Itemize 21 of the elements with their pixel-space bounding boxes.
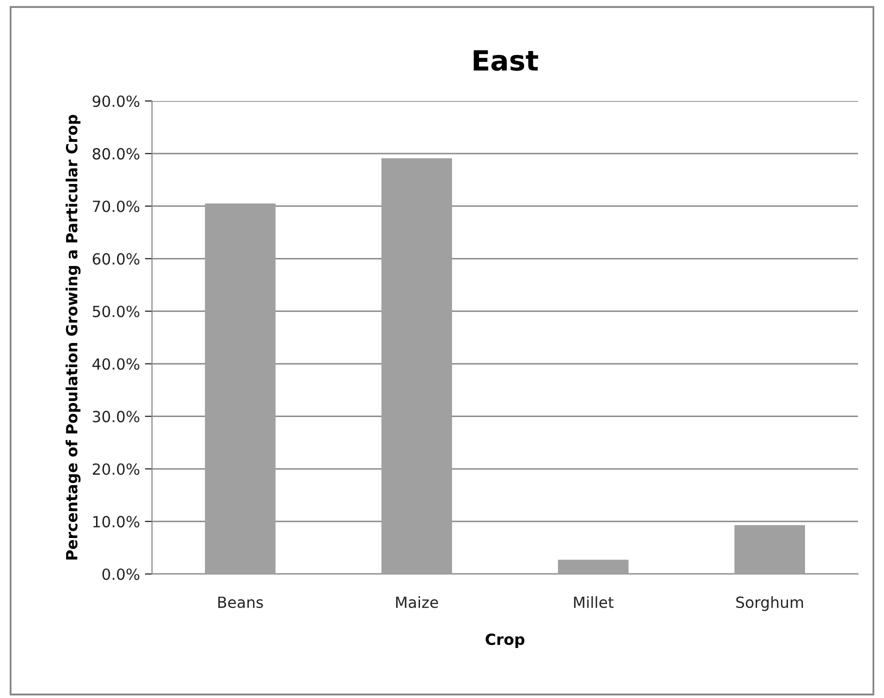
y-tick-label: 90.0% <box>92 95 140 108</box>
y-tick-label: 50.0% <box>92 306 140 318</box>
x-axis-title: Crop <box>486 634 524 648</box>
x-tick-label: Sorghum <box>736 596 803 612</box>
y-tick-label: 70.0% <box>92 200 140 212</box>
y-axis-title: Percentage of Population Growing a Particular Crop <box>66 114 81 560</box>
x-tick-label: Millet <box>574 596 614 608</box>
x-tick-label: Beans <box>218 596 263 608</box>
bar <box>204 203 276 574</box>
x-tick-label: Maize <box>396 596 438 608</box>
y-tick-label: 40.0% <box>92 358 140 370</box>
y-tick-label: 30.0% <box>92 410 140 422</box>
y-tick-label: 10.0% <box>93 516 140 528</box>
y-tick-label: 0.0% <box>102 568 140 580</box>
y-tick-label: 80.0% <box>92 148 140 160</box>
y-tick-label: 20.0% <box>92 463 140 475</box>
bar <box>381 158 452 574</box>
chart-title: East <box>474 50 538 71</box>
bar <box>734 525 806 574</box>
y-tick-label: 60.0% <box>92 253 140 265</box>
bar <box>558 560 629 574</box>
